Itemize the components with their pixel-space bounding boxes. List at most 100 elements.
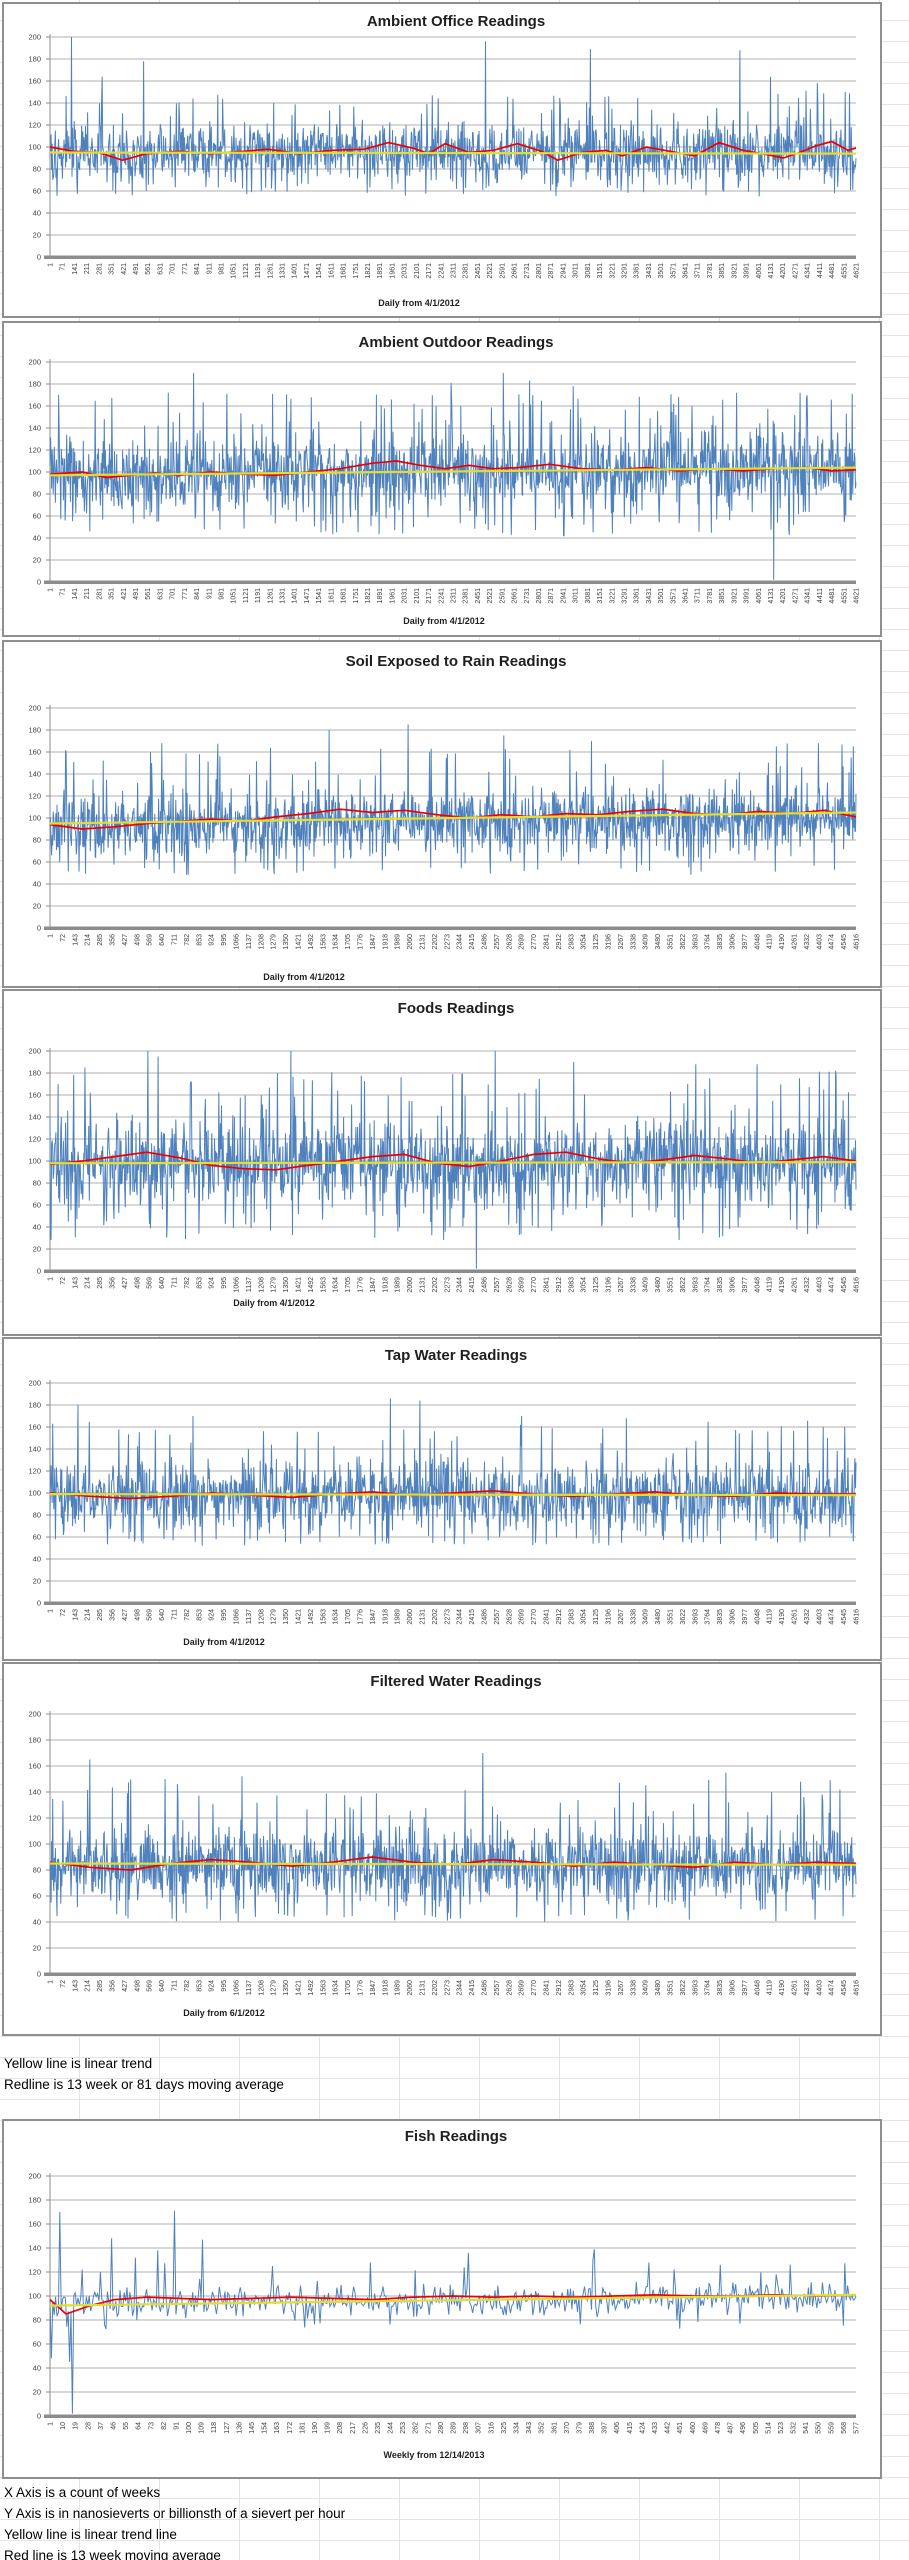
x-axis-tick-label: 2241 [438,588,445,604]
x-axis-tick-label: 1681 [341,588,348,604]
x-axis-tick-label: 478 [715,2422,722,2434]
x-axis-tick-label: 280 [438,2422,445,2434]
x-axis-tick-label: 2415 [469,1609,476,1625]
x-axis-tick-label: 1705 [345,934,352,950]
x-axis-tick-label: 3125 [593,1609,600,1625]
x-axis-tick-label: 3480 [655,934,662,950]
x-axis-tick-label: 2344 [457,1609,464,1625]
chart-foods[interactable]: Foods Readings 0 20 40 60 80 100 120 140 160 180 20… [2,989,882,1336]
x-axis-tick-label: 421 [121,588,128,600]
x-axis-tick-label: 2983 [568,1277,575,1293]
x-axis-tick-label: 853 [196,1277,203,1289]
chart-soil-exposed-to-rain[interactable]: Soil Exposed to Rain Readings 0 20 40 60 80 10… [2,640,882,988]
y-axis-tick-label: 140 [28,99,41,108]
x-axis-tick-label: 2273 [444,1980,451,1996]
x-axis-tick-label: 4616 [854,1277,861,1293]
x-axis-tick-label: 3501 [658,263,665,279]
y-axis-tick-label: 160 [28,1423,41,1432]
x-axis-tick-label: 2415 [469,934,476,950]
y-axis-tick-label: 80 [33,490,41,499]
x-axis-tick-label: 469 [702,2422,709,2434]
x-axis-tick-label: 853 [196,1609,203,1621]
x-axis-tick-label: 2131 [420,934,427,950]
chart-ambient-outdoor[interactable]: Ambient Outdoor Readings 0 20 40 60 80 100 120 1… [2,321,882,637]
x-axis-tick-label: 356 [110,934,117,946]
x-axis-tick-label: 460 [690,2422,697,2434]
y-axis-tick-label: 200 [28,1047,41,1056]
x-axis-tick-label: 3977 [742,1980,749,1996]
x-axis-tick-label: 1137 [246,1980,253,1995]
x-axis-tick-label: 46 [111,2422,118,2430]
x-axis-tick-label: 4261 [792,1980,799,1996]
x-axis-tick-label: 1492 [308,1277,315,1293]
x-axis-tick-label: 1492 [308,1980,315,1996]
x-axis-tick-label: 3641 [683,588,690,604]
x-axis-tick-label: 3409 [643,934,650,950]
x-axis-tick-label: 711 [172,1277,179,1288]
y-axis-tick-label: 0 [37,1970,41,1979]
x-axis-tick-label: 1261 [267,588,274,604]
x-axis-tick-label: 4271 [792,263,799,279]
x-axis-tick-label: 3622 [680,1277,687,1293]
x-axis-tick-label: 3764 [705,934,712,950]
x-axis-tick-label: 3977 [742,1609,749,1625]
x-axis-tick-label: 1350 [283,1609,290,1625]
x-axis-tick-label: 4332 [804,1277,811,1293]
x-axis-tick-label: 2060 [407,934,414,950]
x-axis-tick-label: 4190 [779,1980,786,1996]
x-axis-tick-label: 351 [109,263,116,275]
x-axis-tick-label: 2486 [482,1277,489,1293]
y-axis-tick-label: 20 [33,2388,41,2397]
x-axis-tick-label: 1751 [353,263,360,279]
chart-fish-plot: Fish Readings 0 20 40 60 80 100 120 140 160 180 200… [28,2128,860,2460]
x-axis-tick-label: 3693 [692,934,699,950]
x-axis-tick-label: 2311 [451,263,458,278]
x-axis-tick-label: 701 [170,263,177,275]
x-axis-tick-label: 711 [172,934,179,945]
x-axis-tick-label: 2344 [457,934,464,950]
x-axis-tick-label: 1918 [382,1609,389,1625]
note-yellow-trend-line: Yellow line is linear trend line [4,2527,177,2542]
y-axis-tick-label: 140 [28,1445,41,1454]
x-axis-tick-label: 1705 [345,1609,352,1625]
x-axis-tick-label: 2415 [469,1277,476,1293]
x-axis-tick-label: 4551 [841,588,848,604]
x-axis-tick-label: 1989 [395,934,402,950]
x-axis-tick-label: 1563 [320,934,327,950]
chart-filtered-water[interactable]: Filtered Water Readings 0 20 40 60 80 100 120 14… [2,1662,882,2036]
x-axis-tick-label: 127 [224,2422,231,2434]
x-axis-tick-label: 3267 [618,934,625,950]
x-axis-tick-label: 2486 [482,1609,489,1625]
x-axis-tick-label: 118 [211,2422,218,2433]
x-axis-tick-label: 1208 [258,1277,265,1293]
x-axis-tick-label: 1918 [382,1980,389,1996]
x-axis-tick-label: 3125 [593,934,600,950]
x-axis-tick-label: 163 [274,2422,281,2434]
x-axis-tick-label: 4061 [756,263,763,279]
chart-title: Soil Exposed to Rain Readings [346,653,567,670]
y-axis-tick-label: 80 [33,2316,41,2325]
x-axis-tick-label: 1492 [308,1609,315,1625]
x-axis-tick-label: 307 [476,2422,483,2434]
x-axis-tick-label: 285 [97,1980,104,1992]
x-axis-tick-label: 1208 [258,934,265,950]
y-axis-tick-label: 0 [37,924,41,933]
x-axis-tick-label: 1634 [333,934,340,950]
y-axis-tick-label: 20 [33,902,41,911]
y-axis-tick-label: 60 [33,858,41,867]
chart-ambient-office[interactable]: Ambient Office Readings 0 20 40 60 80 100 120 14… [2,2,882,318]
x-axis-tick-label: 3571 [670,588,677,604]
x-axis-tick-label: 4119 [767,1980,774,1995]
chart-fish[interactable]: Fish Readings 0 20 40 60 80 100 120 140 160 180 200… [2,2119,882,2479]
x-axis-tick-label: 1989 [395,1609,402,1625]
chart-tap-water[interactable]: Tap Water Readings 0 20 40 60 80 100 120 140 160 1… [2,1337,882,1661]
y-axis-tick-label: 160 [28,2220,41,2229]
x-axis-tick-label: 1471 [304,263,311,279]
chart-foods-plot: Foods Readings 0 20 40 60 80 100 120 140 160 180 20… [28,1000,861,1308]
x-axis-tick-label: 4403 [816,1609,823,1625]
x-axis-tick-label: 397 [602,2422,609,2434]
y-axis-tick-label: 100 [28,1489,41,1498]
x-axis-tick-label: 4341 [805,588,812,604]
x-axis-tick-label: 4411 [817,588,824,603]
x-axis-tick-label: 995 [221,1980,228,1992]
